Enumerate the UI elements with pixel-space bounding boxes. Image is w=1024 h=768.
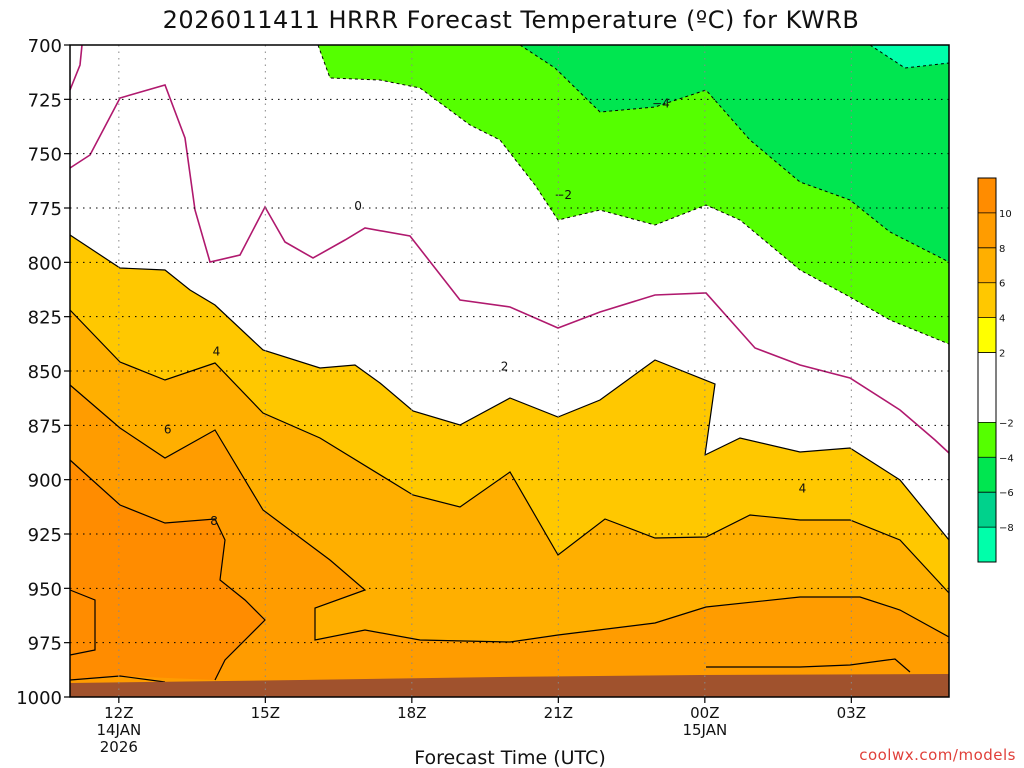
y-tick-label-800: 800 — [28, 253, 62, 274]
contour-neg2 — [317, 44, 950, 345]
x-tick-label-18Z: 18Z — [397, 704, 426, 722]
credit-text: coolwx.com/models — [859, 746, 1016, 764]
colorbar-tick-label--8: −8 — [999, 523, 1014, 534]
colorbar-swatch-2 — [978, 247, 996, 283]
contour-4 — [69, 309, 950, 594]
contour-label-1: −2 — [554, 188, 572, 202]
region-band-neg2-2 — [70, 45, 949, 540]
y-tick-label-775: 775 — [28, 199, 62, 220]
colorbar-tick-label-4: 4 — [999, 314, 1005, 325]
region-band-neg8-neg6 — [870, 45, 949, 68]
colorbar-swatch-1 — [978, 212, 996, 248]
y-tick-label-900: 900 — [28, 471, 62, 492]
colorbar-tick-label-6: 6 — [999, 279, 1005, 290]
contour-6 — [69, 384, 950, 643]
contour-2 — [69, 234, 950, 541]
x-tick-label-12Z: 12Z — [104, 704, 133, 722]
x-tick-label-00Z: 00Z — [690, 704, 719, 722]
y-tick-label-950: 950 — [28, 579, 62, 600]
y-tick-label-875: 875 — [28, 416, 62, 437]
y-tick-label-700: 700 — [28, 36, 62, 57]
contour-8-d — [706, 658, 911, 673]
y-tick-label-750: 750 — [28, 145, 62, 166]
colorbar: 10 8 6 4 2 −2 −4 −6 −8 — [977, 177, 1014, 563]
contour-labels: 0 −2 −4 2 4 4 6 8 — [164, 97, 807, 528]
colorbar-tick-label--2: −2 — [999, 418, 1014, 429]
colorbar-tick-label-2: 2 — [999, 349, 1005, 360]
contour-neg4 — [519, 44, 950, 263]
contour-neg6 — [869, 44, 950, 69]
colorbar-swatch-0 — [978, 178, 996, 213]
colorbar-swatch-8 — [978, 492, 996, 528]
x-tick-label-21Z: 21Z — [544, 704, 573, 722]
contour-label-7: 8 — [210, 514, 218, 528]
colorbar-tick-label--4: −4 — [999, 453, 1014, 464]
x-tick-label-15Z: 15Z — [251, 704, 280, 722]
colorbar-swatch-5 — [978, 352, 996, 423]
contour-8-c — [69, 675, 166, 683]
contour-label-0: 0 — [354, 199, 362, 213]
y-tick-label-1000: 1000 — [16, 688, 62, 709]
y-axis: 700 725 750 775 800 825 850 875 900 925 950 975 1000 — [16, 36, 70, 709]
colorbar-tick-label--6: −6 — [999, 488, 1014, 499]
contour-lines-negative — [317, 44, 950, 345]
region-band-8-10 — [70, 385, 949, 697]
x-tick-sublabel-2026: 2026 — [100, 738, 138, 756]
contour-label-6: 6 — [164, 423, 172, 437]
y-tick-label-975: 975 — [28, 634, 62, 655]
y-tick-label-825: 825 — [28, 308, 62, 329]
contour-label-5: 4 — [799, 481, 807, 495]
contour-label-4: 4 — [213, 344, 221, 358]
contour-label-3: 2 — [501, 360, 509, 374]
colorbar-tick-label-10: 10 — [999, 209, 1012, 220]
y-tick-label-725: 725 — [28, 90, 62, 111]
colorbar-swatch-6 — [978, 422, 996, 458]
x-tick-sublabel-15JAN: 15JAN — [682, 721, 727, 739]
y-tick-label-850: 850 — [28, 362, 62, 383]
contour-zero — [69, 84, 950, 454]
colorbar-swatch-7 — [978, 457, 996, 493]
region-band-10-12-b — [70, 590, 95, 655]
chart-title: 2026011411 HRRR Forecast Temperature (ºC… — [163, 6, 860, 34]
x-axis-label: Forecast Time (UTC) — [414, 747, 605, 768]
contour-label-2: −4 — [652, 97, 670, 111]
contour-8 — [69, 459, 266, 681]
colorbar-swatch-4 — [978, 317, 996, 353]
x-tick-sublabel-14JAN: 14JAN — [96, 721, 141, 739]
grid-lines — [70, 45, 949, 697]
colorbar-swatch-3 — [978, 282, 996, 318]
ground-below-surface — [70, 674, 949, 697]
plot-area: 0 −2 −4 2 4 4 6 8 — [69, 44, 950, 698]
contour-8-b — [69, 589, 96, 656]
y-tick-label-925: 925 — [28, 525, 62, 546]
contour-zero-b — [69, 44, 83, 91]
colorbar-border — [977, 177, 997, 563]
contour-lines — [69, 234, 950, 683]
region-band-neg6-neg4 — [520, 45, 949, 262]
colorbar-tick-label-8: 8 — [999, 244, 1005, 255]
x-tick-label-03Z: 03Z — [837, 704, 866, 722]
colorbar-swatch-9 — [978, 527, 996, 562]
